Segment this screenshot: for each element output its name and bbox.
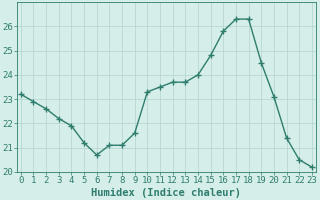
X-axis label: Humidex (Indice chaleur): Humidex (Indice chaleur): [91, 188, 241, 198]
